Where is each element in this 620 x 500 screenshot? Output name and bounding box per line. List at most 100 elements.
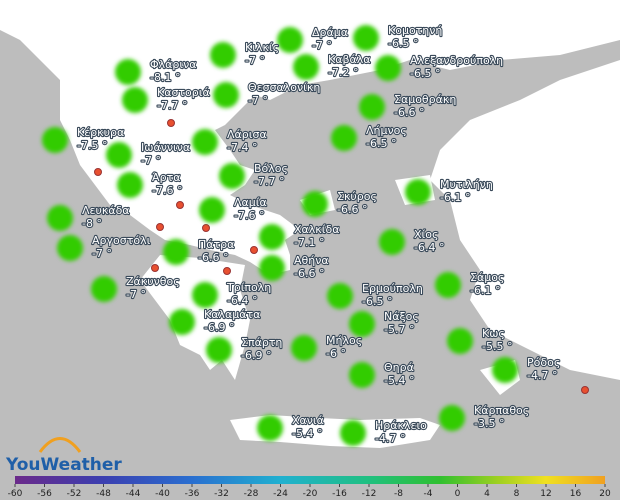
city-name: Σάμος: [470, 271, 504, 284]
city-name: Δράμα: [312, 26, 348, 39]
city-temp: -7 °: [126, 288, 146, 301]
weather-marker: [210, 42, 236, 68]
city-name: Τρίπολη: [226, 281, 271, 294]
weather-marker: [340, 420, 366, 446]
city-name: Ζάκυνθος: [126, 275, 180, 288]
city-name: Λήμνος: [366, 124, 407, 137]
weather-marker: [219, 163, 245, 189]
weather-marker: [379, 229, 405, 255]
city-layer: Φλάρινα-8.1 °Κιλκίς-7 °Δράμα-7 °Κομοτηνή…: [42, 23, 561, 446]
city-name: Μήλος: [326, 334, 362, 347]
city-temp: -7.5 °: [77, 139, 107, 152]
city-temp: -6.1 °: [440, 191, 470, 204]
color-scale: [15, 476, 605, 484]
city-name: Κως: [482, 327, 505, 340]
city-name: Καλαμάτα: [204, 308, 260, 321]
city-temp: -6.9 °: [204, 321, 234, 334]
city-temp: -4.7 °: [527, 369, 557, 382]
stations: [94, 119, 589, 394]
weather-marker: [375, 55, 401, 81]
city-temp: -5.5 °: [482, 340, 512, 353]
weather-marker: [91, 276, 117, 302]
scale-tick-label: -8: [394, 489, 403, 499]
logo: YouWeather: [5, 455, 122, 475]
city-name: Αλεξανδρούπολη: [410, 54, 503, 67]
city-temp: -7 °: [312, 39, 332, 52]
city-name: Κομοτηνή: [388, 24, 442, 37]
city-name: Πάτρα: [198, 238, 234, 251]
weather-marker: [122, 87, 148, 113]
weather-marker: [291, 335, 317, 361]
city-name: Κάρπαθος: [474, 404, 529, 417]
weather-marker: [259, 255, 285, 281]
city-temp: -7 °: [92, 247, 112, 260]
city-name: Φλάρινα: [150, 58, 197, 71]
logo-icon: [38, 437, 82, 453]
scale-tick-label: -20: [303, 489, 318, 499]
city-temp: -6.5 °: [410, 67, 440, 80]
scale-tick-label: 0: [455, 489, 461, 499]
city-name: Βόλος: [254, 162, 288, 175]
city-temp: -6.4 °: [414, 241, 444, 254]
weather-marker: [277, 27, 303, 53]
weather-marker: [439, 405, 465, 431]
scale-tick-label: 20: [599, 489, 611, 499]
city-temp: -7.1 °: [294, 236, 324, 249]
city-name: Χανιά: [292, 414, 324, 427]
scale-tick-label: -40: [155, 489, 170, 499]
weather-marker: [117, 172, 143, 198]
city-temp: -6 °: [326, 347, 346, 360]
weather-marker: [47, 205, 73, 231]
city-name: Λάρισα: [227, 128, 267, 141]
weather-marker: [349, 311, 375, 337]
city-temp: -7.7 °: [254, 175, 284, 188]
weather-marker: [331, 125, 357, 151]
city-temp: -6.9 °: [241, 349, 271, 362]
weather-marker: [492, 357, 518, 383]
city-temp: -7 °: [141, 154, 161, 167]
city-temp: -7.2 °: [328, 66, 358, 79]
scale-ticks: -60 -56 -52 -48 -44 -40 -36 -32 -28 -24 -20 -16 -12-…: [8, 484, 611, 499]
city-name: Αργοστόλι: [92, 234, 151, 247]
city-temp: -7.4 °: [227, 141, 257, 154]
city-temp: -5.4 °: [292, 427, 322, 440]
scale-tick-label: -16: [332, 489, 347, 499]
city-name: Μυτιλήνη: [440, 178, 493, 191]
city-name: Άρτα: [152, 171, 180, 184]
scale-tick-label: -36: [185, 489, 200, 499]
city-temp: -7.6 °: [234, 209, 264, 222]
weather-marker: [163, 239, 189, 265]
city-temp: -5.4 °: [384, 374, 414, 387]
city-temp: -6.6 °: [337, 203, 367, 216]
weather-marker: [435, 272, 461, 298]
city-temp: -6.5 °: [362, 295, 392, 308]
scale-tick-label: -4: [424, 489, 433, 499]
city-name: Χίος: [414, 228, 438, 241]
weather-marker: [192, 129, 218, 155]
scale-tick-label: 4: [484, 489, 490, 499]
weather-marker: [302, 191, 328, 217]
city-temp: -7.6 °: [152, 184, 182, 197]
weather-marker: [213, 82, 239, 108]
city-temp: -4.7 °: [375, 432, 405, 445]
weather-marker: [57, 235, 83, 261]
city-temp: -8.1 °: [150, 71, 180, 84]
city-temp: -6.5 °: [366, 137, 396, 150]
weather-marker: [206, 337, 232, 363]
weather-marker: [199, 197, 225, 223]
city-temp: -6.1 °: [470, 284, 500, 297]
weather-marker: [169, 309, 195, 335]
city-name: Ιωάννινα: [141, 141, 190, 154]
scale-tick-label: -60: [8, 489, 23, 499]
weather-marker: [349, 362, 375, 388]
city-name: Αθήνα: [294, 254, 329, 267]
weather-marker: [259, 224, 285, 250]
weather-marker: [293, 54, 319, 80]
weather-marker: [257, 415, 283, 441]
weather-marker: [405, 179, 431, 205]
weather-marker: [42, 127, 68, 153]
city-name: Κιλκίς: [245, 41, 279, 54]
city-name: Καστοριά: [157, 86, 210, 99]
